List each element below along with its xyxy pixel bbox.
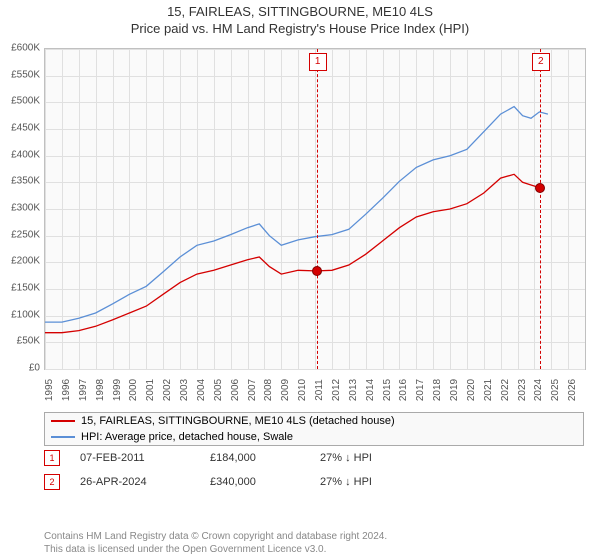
x-axis-label: 2019 [449, 379, 460, 401]
title-line-1: 15, FAIRLEAS, SITTINGBOURNE, ME10 4LS [0, 4, 600, 19]
attribution-text: Contains HM Land Registry data © Crown c… [44, 530, 584, 556]
x-axis-label: 1997 [78, 379, 89, 401]
sale-marker-dashline [540, 49, 541, 369]
line-series-layer [45, 49, 585, 369]
y-axis-label: £50K [0, 336, 40, 347]
series-line-hpi [45, 107, 548, 323]
sale-marker-badge: 2 [532, 53, 550, 71]
x-axis-label: 2024 [533, 379, 544, 401]
sale-row-pct: 27% ↓ HPI [320, 476, 372, 488]
legend-swatch [51, 436, 75, 438]
x-axis-label: 2020 [466, 379, 477, 401]
x-axis-label: 2013 [348, 379, 359, 401]
chart-title-block: 15, FAIRLEAS, SITTINGBOURNE, ME10 4LS Pr… [0, 0, 600, 36]
legend-swatch [51, 420, 75, 422]
sale-marker-dashline [317, 49, 318, 369]
x-axis-label: 2000 [128, 379, 139, 401]
legend-label: 15, FAIRLEAS, SITTINGBOURNE, ME10 4LS (d… [81, 415, 395, 427]
x-axis-label: 2021 [483, 379, 494, 401]
y-axis-label: £500K [0, 96, 40, 107]
legend-panel: 15, FAIRLEAS, SITTINGBOURNE, ME10 4LS (d… [44, 412, 584, 446]
sale-row-date: 07-FEB-2011 [80, 452, 190, 464]
y-axis-label: £250K [0, 229, 40, 240]
x-axis-label: 2012 [331, 379, 342, 401]
y-axis-label: £150K [0, 283, 40, 294]
attribution-line-2: This data is licensed under the Open Gov… [44, 544, 326, 555]
y-axis-label: £0 [0, 363, 40, 374]
title-line-2: Price paid vs. HM Land Registry's House … [0, 21, 600, 36]
chart-plot-area: 12 [44, 48, 586, 370]
legend-label: HPI: Average price, detached house, Swal… [81, 431, 293, 443]
attribution-line-1: Contains HM Land Registry data © Crown c… [44, 531, 387, 542]
x-axis-label: 2015 [382, 379, 393, 401]
x-axis-label: 2003 [179, 379, 190, 401]
x-axis-label: 2002 [162, 379, 173, 401]
sale-marker-dot [535, 183, 545, 193]
sale-marker-dot [312, 266, 322, 276]
sale-row-badge: 1 [44, 450, 60, 466]
x-axis-label: 2006 [230, 379, 241, 401]
x-axis-label: 2022 [500, 379, 511, 401]
x-axis-label: 1995 [44, 379, 55, 401]
x-axis-label: 2025 [550, 379, 561, 401]
gridline-horizontal [45, 369, 585, 370]
y-axis-label: £400K [0, 149, 40, 160]
y-axis-label: £300K [0, 203, 40, 214]
x-axis-label: 2017 [415, 379, 426, 401]
sale-row: 1 07-FEB-2011 £184,000 27% ↓ HPI [44, 450, 392, 466]
x-axis-label: 2007 [247, 379, 258, 401]
x-axis-label: 1996 [61, 379, 72, 401]
y-axis-label: £450K [0, 123, 40, 134]
x-axis-label: 2018 [432, 379, 443, 401]
x-axis-label: 1998 [95, 379, 106, 401]
x-axis-label: 2016 [398, 379, 409, 401]
y-axis-label: £550K [0, 69, 40, 80]
sale-row-price: £184,000 [210, 452, 300, 464]
x-axis-label: 1999 [112, 379, 123, 401]
sale-row-price: £340,000 [210, 476, 300, 488]
x-axis-label: 2026 [567, 379, 578, 401]
x-axis-label: 2008 [263, 379, 274, 401]
x-axis-label: 2009 [280, 379, 291, 401]
y-axis-label: £100K [0, 309, 40, 320]
x-axis-label: 2011 [314, 379, 325, 401]
sale-row-date: 26-APR-2024 [80, 476, 190, 488]
x-axis-label: 2023 [517, 379, 528, 401]
sale-row: 2 26-APR-2024 £340,000 27% ↓ HPI [44, 474, 392, 490]
x-axis-label: 2001 [145, 379, 156, 401]
y-axis-label: £200K [0, 256, 40, 267]
legend-item: 15, FAIRLEAS, SITTINGBOURNE, ME10 4LS (d… [45, 413, 583, 429]
sale-row-badge: 2 [44, 474, 60, 490]
sale-marker-badge: 1 [309, 53, 327, 71]
series-line-price_paid [45, 174, 540, 332]
sale-row-pct: 27% ↓ HPI [320, 452, 372, 464]
legend-item: HPI: Average price, detached house, Swal… [45, 429, 583, 445]
x-axis-label: 2014 [365, 379, 376, 401]
y-axis-label: £350K [0, 176, 40, 187]
x-axis-label: 2010 [297, 379, 308, 401]
x-axis-label: 2004 [196, 379, 207, 401]
y-axis-label: £600K [0, 43, 40, 54]
x-axis-label: 2005 [213, 379, 224, 401]
